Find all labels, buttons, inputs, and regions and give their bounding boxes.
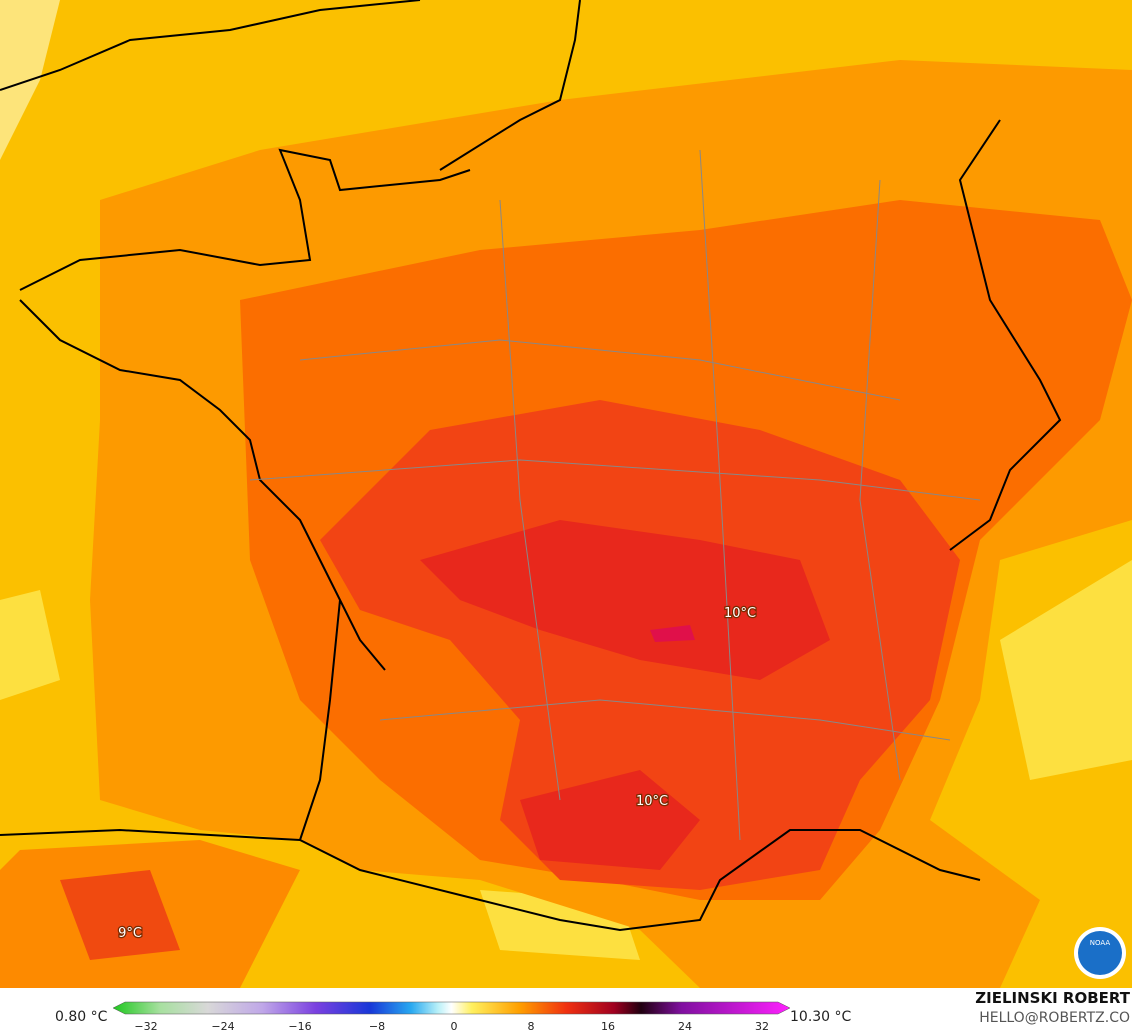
colorbar-tick-label: 0 xyxy=(451,1020,458,1033)
colorbar-tick-label: 32 xyxy=(755,1020,769,1033)
colorbar-tick-label: −8 xyxy=(369,1020,385,1033)
colorbar-tick-label: 24 xyxy=(678,1020,692,1033)
colorbar-tick-label: −32 xyxy=(134,1020,157,1033)
colorbar-tick-label: −16 xyxy=(288,1020,311,1033)
email: HELLO@ROBERTZ.CO xyxy=(979,1010,1130,1026)
temp-label: 10°C xyxy=(724,606,756,621)
borders xyxy=(249,149,981,841)
map: 10°C 10°C 9°C NOAA xyxy=(0,0,1132,988)
colorbar-ticks: −32 −24 −16 −8 0 8 16 24 32 xyxy=(134,1020,769,1033)
coastline xyxy=(0,0,1062,932)
colorbar xyxy=(112,1001,791,1015)
colorbar-tick-label: 8 xyxy=(528,1020,535,1033)
temp-label: 9°C xyxy=(118,926,142,941)
logo-text: NOAA xyxy=(1090,939,1111,947)
colorbar-tick-label: −24 xyxy=(211,1020,234,1033)
author: ZIELINSKI ROBERT xyxy=(975,989,1130,1007)
peak-zone xyxy=(650,625,695,642)
min-label: 0.80 °C xyxy=(55,1009,108,1025)
hot-zone xyxy=(60,870,180,960)
colorbar-tick-label: 16 xyxy=(601,1020,615,1033)
temp-label: 10°C xyxy=(636,794,668,809)
logo xyxy=(1078,931,1122,975)
max-label: 10.30 °C xyxy=(790,1009,852,1025)
